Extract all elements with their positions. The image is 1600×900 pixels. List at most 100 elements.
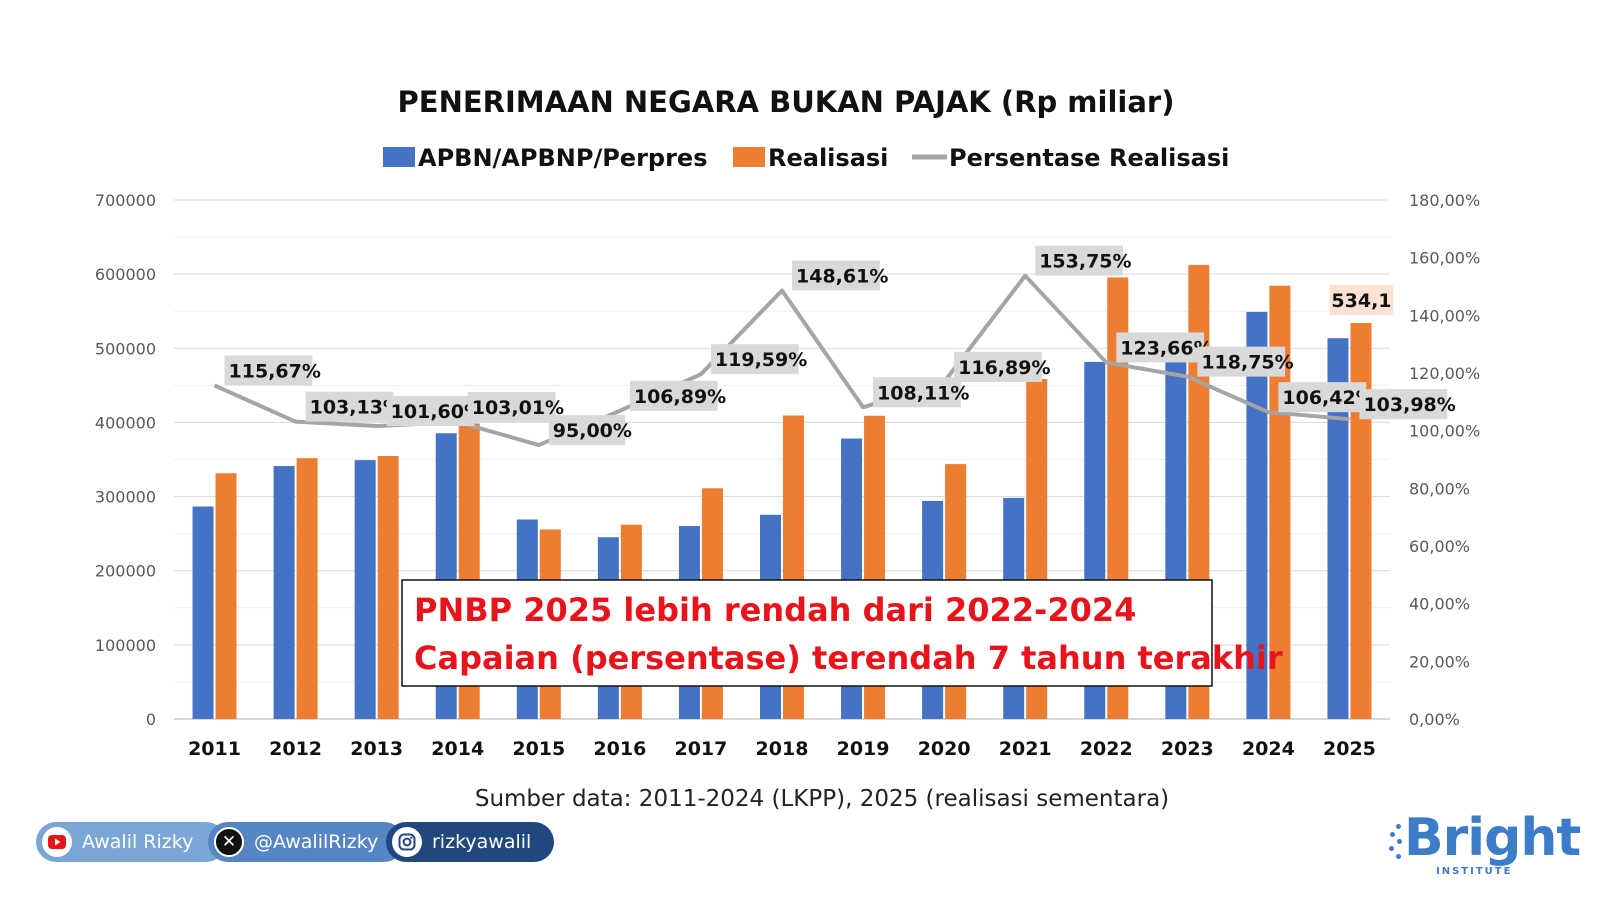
left-tick-label: 300000	[95, 488, 156, 507]
right-tick-label: 40,00%	[1409, 595, 1470, 614]
instagram-icon	[392, 827, 422, 857]
right-tick-label: 180,00%	[1409, 191, 1480, 210]
x-tick-label: 2021	[999, 738, 1052, 760]
grid	[174, 199, 1390, 720]
bar-apbn	[1327, 338, 1349, 719]
pct-label: 101,60%	[391, 401, 483, 423]
pct-label-box	[710, 344, 799, 375]
pct-label: 115,67%	[229, 360, 321, 382]
annotation-line-1: PNBP 2025 lebih rendah dari 2022-2024	[414, 591, 1136, 629]
brand-logo: Bright INSTITUTE	[1388, 808, 1581, 880]
x-axis: 2011 2012 2013 2014 2015 2016 2017 2018 2019 2020…	[188, 738, 1376, 760]
x-tick-label: 2016	[593, 738, 646, 760]
pct-label: 95,00%	[553, 420, 632, 442]
left-tick-label: 500000	[95, 339, 156, 358]
x-tick-label: 2020	[918, 738, 971, 760]
bar-realisasi	[1350, 323, 1372, 719]
bar-realisasi	[296, 458, 318, 719]
pct-label: 119,59%	[715, 349, 807, 371]
x-tick-label: 2019	[837, 738, 890, 760]
legend-label-realisasi: Realisasi	[768, 144, 888, 172]
brand-name: Bright	[1404, 808, 1581, 868]
pct-label: 148,61%	[796, 266, 888, 288]
legend-swatch-realisasi	[733, 147, 765, 167]
bar-realisasi	[377, 455, 399, 719]
pct-label-box	[954, 351, 1042, 382]
right-tick-label: 120,00%	[1409, 364, 1480, 383]
social-bar: Awalil Rizky ✕ @AwalilRizky rizkyawalil	[36, 822, 554, 862]
right-tick-label: 100,00%	[1409, 422, 1480, 441]
x-tick-label: 2018	[756, 738, 809, 760]
pct-label: 118,75%	[1201, 352, 1293, 374]
left-tick-label: 400000	[95, 413, 156, 432]
pct-label: 103,01%	[472, 397, 564, 419]
pct-label: 123,66%	[1120, 337, 1212, 359]
pct-label-box	[305, 391, 394, 422]
right-tick-label: 140,00%	[1409, 306, 1480, 325]
pct-label-box	[792, 260, 880, 291]
legend: APBN/APBNP/Perpres Realisasi Persentase Re…	[383, 144, 1229, 172]
brand-dots-icon	[1388, 824, 1404, 860]
x-tick-label: 2024	[1242, 738, 1295, 760]
pct-label: 153,75%	[1039, 251, 1131, 273]
instagram-link[interactable]: rizkyawalil	[386, 822, 554, 862]
bar-realisasi	[215, 473, 237, 719]
pct-label-box	[629, 380, 718, 411]
x-tick-label: 2017	[674, 738, 727, 760]
pct-label: 103,13%	[310, 397, 402, 419]
pct-label-box	[224, 355, 313, 386]
right-tick-label: 20,00%	[1409, 652, 1470, 671]
youtube-link[interactable]: Awalil Rizky	[36, 822, 226, 862]
pct-label-box	[1035, 245, 1123, 276]
x-tick-label: 2014	[431, 738, 484, 760]
youtube-handle: Awalil Rizky	[82, 831, 194, 853]
x-logo-icon: ✕	[214, 827, 244, 857]
pct-label: 106,89%	[634, 386, 726, 408]
bar-apbn	[1246, 311, 1268, 719]
legend-swatch-apbn	[383, 147, 415, 167]
left-tick-label: 200000	[95, 562, 156, 581]
left-tick-label: 0	[146, 710, 156, 729]
left-tick-label: 600000	[95, 265, 156, 284]
right-tick-label: 0,00%	[1409, 710, 1460, 729]
x-handle: @AwalilRizky	[254, 831, 379, 853]
value-label: 534,1	[1331, 290, 1391, 312]
x-tick-label: 2025	[1323, 738, 1376, 760]
annotation-line-2: Capaian (persentase) terendah 7 tahun te…	[414, 639, 1283, 677]
legend-label-apbn: APBN/APBNP/Perpres	[418, 144, 708, 172]
brand-subtitle: INSTITUTE	[1436, 866, 1513, 877]
pct-label: 108,11%	[877, 382, 969, 404]
x-tick-label: 2012	[269, 738, 322, 760]
left-tick-label: 700000	[95, 191, 156, 210]
pct-label: 116,89%	[958, 357, 1050, 379]
left-tick-label: 100000	[95, 636, 156, 655]
right-tick-label: 60,00%	[1409, 537, 1470, 556]
x-tick-label: 2013	[350, 738, 403, 760]
pct-label-box	[1359, 389, 1448, 420]
right-axis: 0,00% 20,00% 40,00% 60,00% 80,00% 100,00% 120,…	[1409, 191, 1480, 729]
youtube-icon	[42, 827, 72, 857]
pct-label-box	[467, 391, 556, 422]
x-tick-label: 2015	[512, 738, 565, 760]
pct-label-box	[1197, 346, 1286, 377]
bar-apbn	[354, 460, 376, 719]
labels-layer: 115,67% 103,13%101,60%103,01%95,00%106,89…	[224, 245, 1456, 446]
pct-label-box	[1116, 332, 1205, 363]
x-link[interactable]: ✕ @AwalilRizky	[208, 822, 404, 862]
x-tick-label: 2023	[1161, 738, 1214, 760]
legend-label-persentase: Persentase Realisasi	[949, 144, 1229, 172]
bar-apbn	[192, 506, 214, 719]
source-note: Sumber data: 2011-2024 (LKPP), 2025 (rea…	[475, 786, 1169, 812]
pct-label-box	[873, 377, 961, 408]
pct-label-box	[1278, 382, 1367, 413]
pct-label-box	[548, 415, 626, 446]
pct-label-box	[386, 396, 475, 427]
annotation-box: PNBP 2025 lebih rendah dari 2022-2024 Ca…	[401, 579, 1283, 687]
x-tick-label: 2022	[1080, 738, 1133, 760]
x-tick-label: 2011	[188, 738, 241, 760]
right-tick-label: 160,00%	[1409, 249, 1480, 268]
chart-title: PENERIMAAN NEGARA BUKAN PAJAK (Rp miliar…	[398, 85, 1175, 119]
instagram-handle: rizkyawalil	[432, 831, 532, 853]
bar-apbn	[273, 466, 295, 719]
